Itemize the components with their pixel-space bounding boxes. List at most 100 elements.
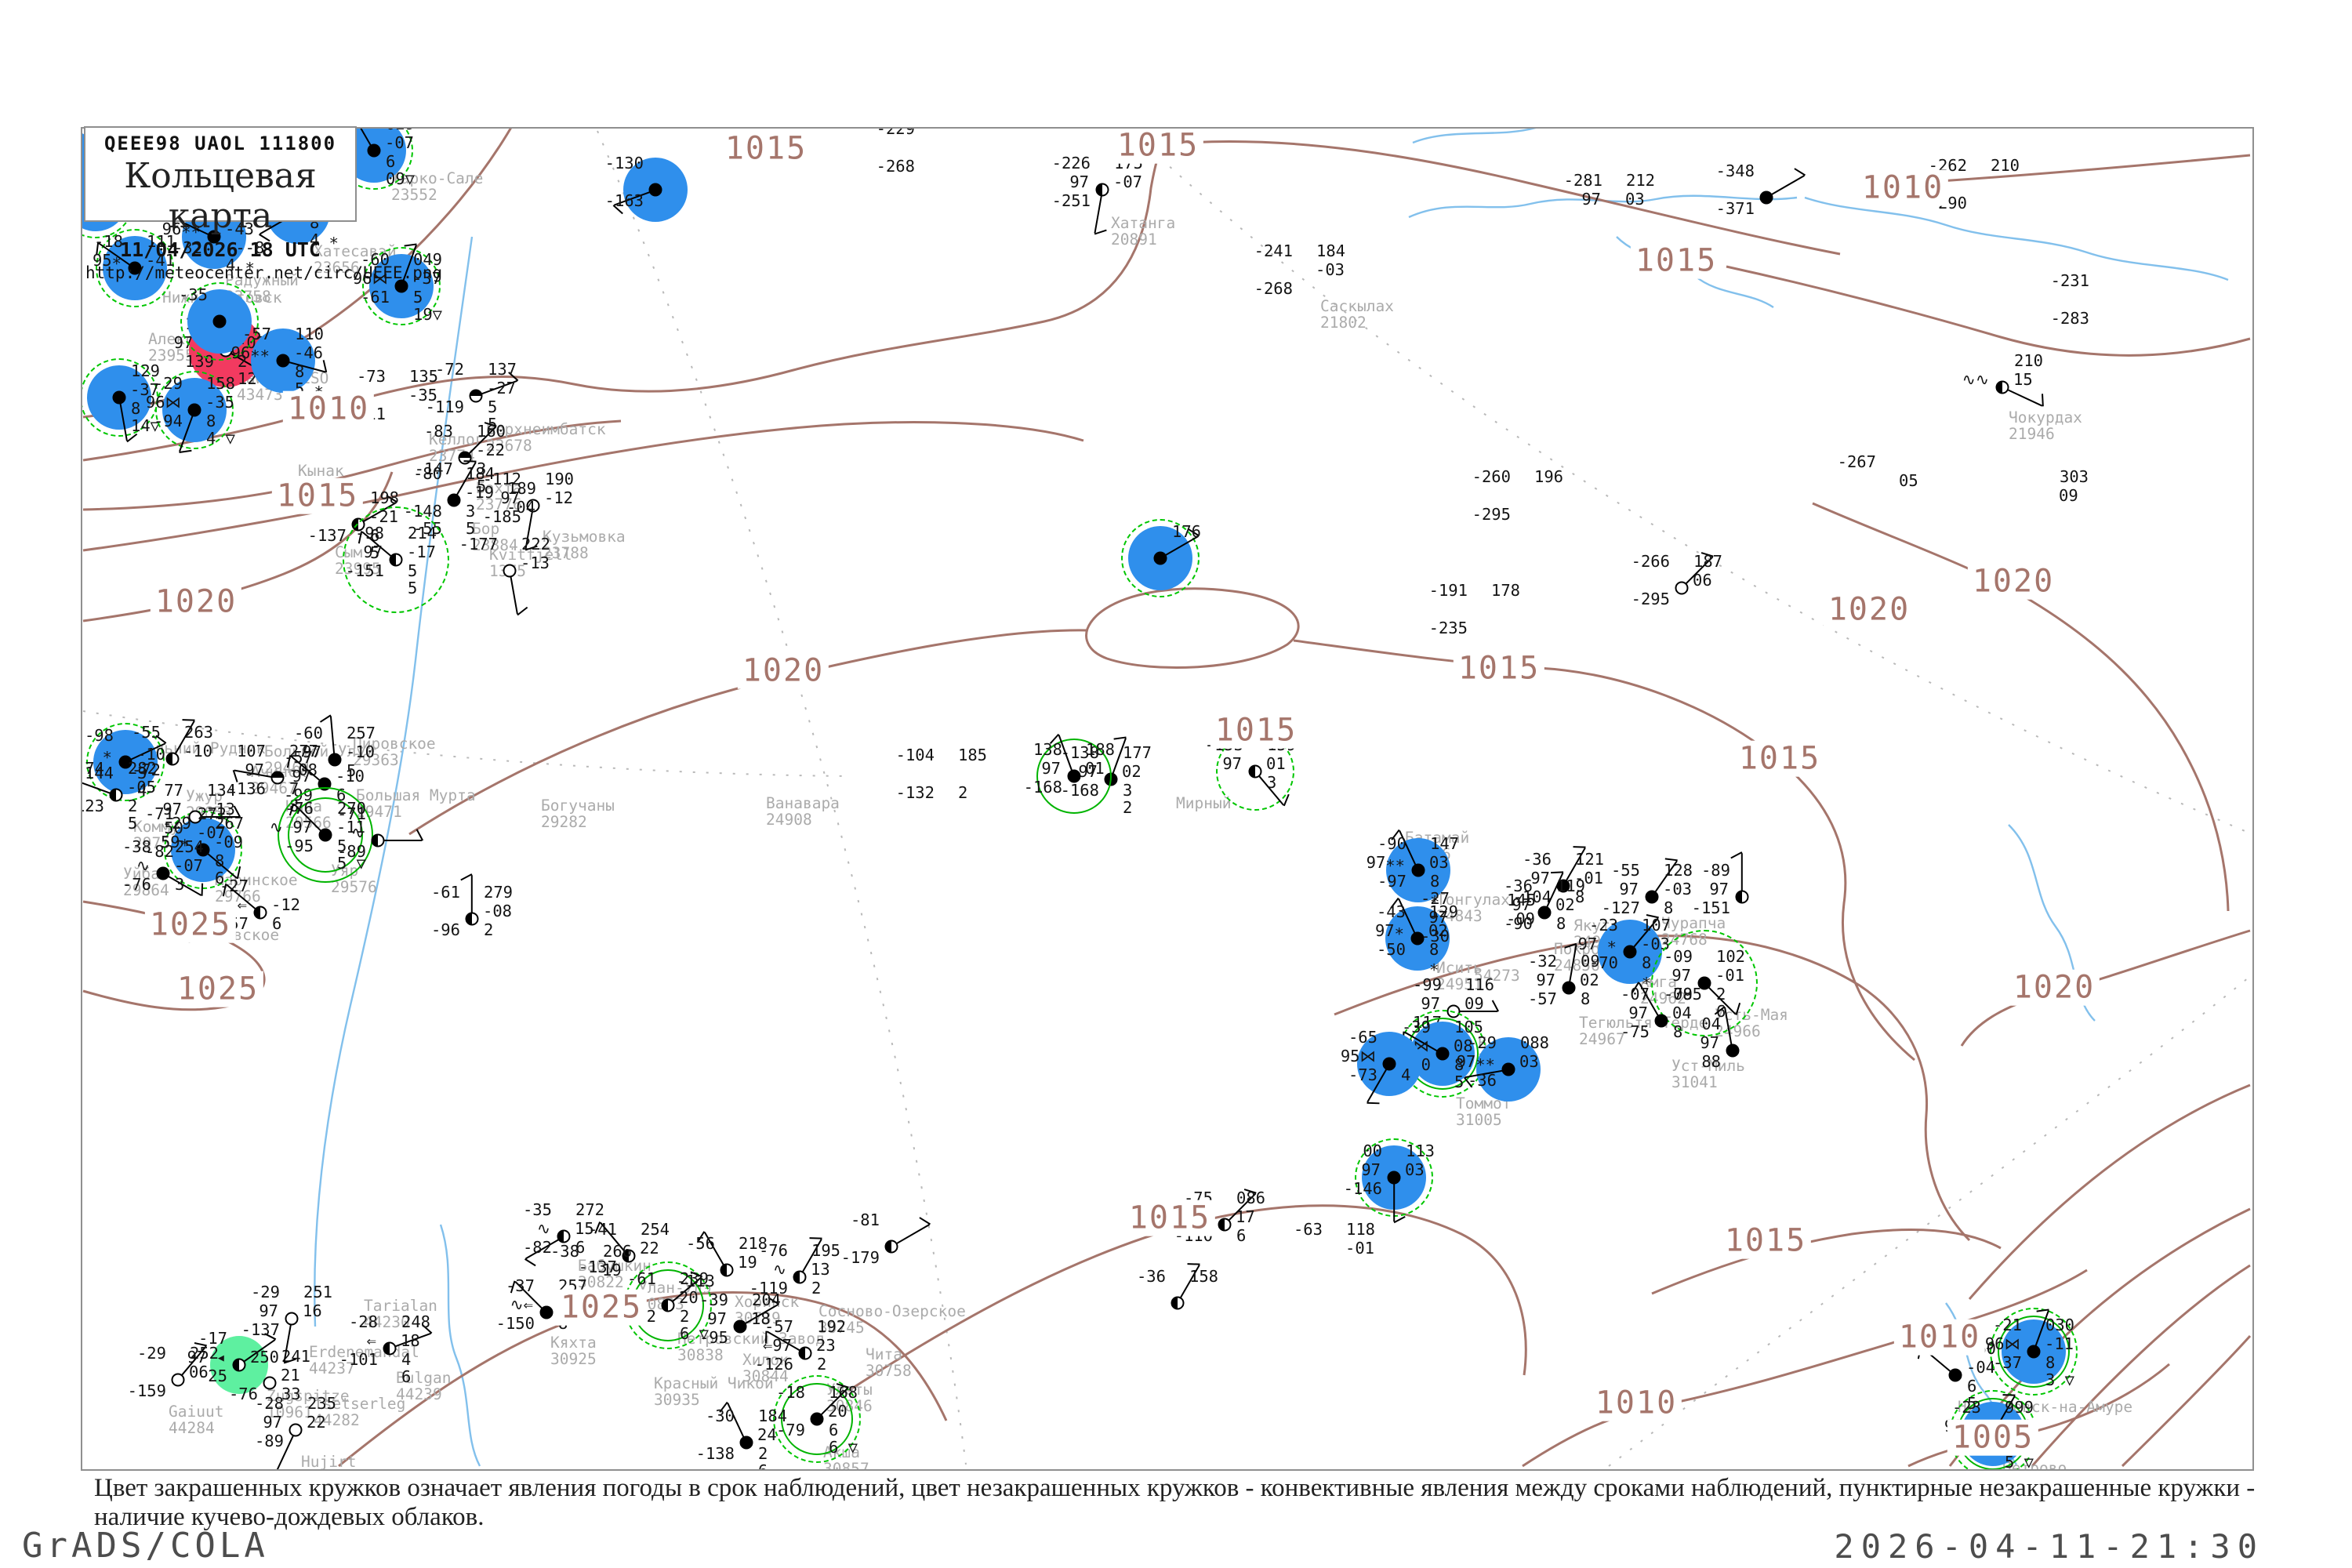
wind-barb-feather (182, 719, 195, 722)
station-value-br: 5 (347, 761, 357, 780)
station-value-b2: ∗ (1429, 957, 1439, 976)
station-value-r: -08 (483, 902, 513, 920)
station-value-br: 8 (1642, 953, 1652, 972)
station-name-label: Gaiuut 44284 (169, 1403, 224, 1437)
station-value-r: 02 (1580, 971, 1599, 989)
station-value-bl: -82 (144, 842, 174, 861)
station-value-tr: 270 (337, 799, 367, 818)
station-value-bl: -119 (749, 1279, 788, 1298)
station-value-r: 20 (828, 1402, 848, 1421)
station-value-br: 6 (575, 1238, 586, 1257)
station-value-br: 7 (289, 779, 299, 798)
station-value-r: -05 (127, 778, 157, 797)
station-name-label: Богучаны 29282 (541, 797, 615, 831)
station-value-tr: 272 (198, 804, 227, 823)
station-value-bl: -30 (1420, 927, 1450, 946)
station-value-b2: 5 (466, 519, 476, 538)
station-value-br: 3 (137, 764, 147, 782)
station-value-r: -07 (385, 133, 415, 152)
station-value-tl: -130 (604, 154, 644, 172)
station-circle-symbol (1248, 764, 1262, 779)
station-value-r: -10 (336, 767, 365, 786)
station-value-r: -10 (183, 742, 213, 760)
station-value-r: 02 (1555, 895, 1575, 914)
station-value-r: 22 (307, 1413, 326, 1432)
station-value-br: 8 (1454, 1055, 1465, 1074)
isobar-label: 1025 (172, 971, 264, 1007)
station-value-l: 97 (1671, 966, 1691, 985)
cb-cloud-ring (362, 247, 441, 325)
station-value-tl: -71 (336, 804, 366, 823)
station-circle-symbol (1735, 890, 1749, 904)
station-value-r: -12 (271, 895, 301, 914)
station-value-tl: -260 (1472, 467, 1511, 486)
station-value-l: 97 (500, 488, 520, 507)
station-value-l: 97 (1536, 971, 1555, 989)
station-value-l: 97 (707, 1309, 727, 1328)
station-value-tr: 102 (1716, 947, 1746, 966)
isobar-label: 1015 (1630, 242, 1722, 279)
station-value-r: 06 (189, 1363, 209, 1381)
station-circle-symbol (557, 1229, 571, 1243)
isobar-label: 1020 (2008, 969, 2100, 1006)
station-value-tl: -71 (144, 804, 174, 823)
cb-cloud-ring (1121, 519, 1200, 597)
isobar-label: 1010 (1590, 1385, 1682, 1421)
station-circle-symbol (112, 390, 126, 405)
station-value-tr: 239 (680, 1269, 710, 1288)
station-value-r: -22 (476, 441, 506, 459)
station-value-l: 97 ∗ (1577, 935, 1617, 953)
station-value-l: 96⋈ (352, 269, 388, 288)
station-name-label: Исить 24951 (1436, 959, 1483, 993)
station-value-tl: -90 (1377, 834, 1406, 853)
station-value-tl: -57 (283, 748, 313, 767)
wind-barb-feather (463, 460, 477, 463)
station-value-br: 3 (1123, 781, 1133, 800)
station-value-b2: 5 ▽ (337, 854, 367, 873)
station-value-tr: 147 (1430, 834, 1460, 853)
station-value-tl: -80 (412, 464, 442, 483)
station-value-bl: -76 (228, 1385, 258, 1403)
station-name-label: Tsetserleg 44282 (314, 1395, 406, 1429)
station-value-bl: -295 (1631, 590, 1670, 608)
station-value-tl: -28 (348, 1312, 378, 1331)
station-value-bl: -113 (676, 1272, 715, 1290)
station-circle-symbol (1995, 380, 2009, 394)
station-value-bl: -57 (1527, 989, 1557, 1008)
legend-caption: Цвет закрашенных кружков означает явлени… (94, 1474, 2256, 1531)
cb-cloud-ring (86, 723, 165, 801)
station-value-b2: 6 (758, 1461, 768, 1471)
station-value-br: 8 (1581, 989, 1591, 1008)
station-value-tr: 187 (1693, 552, 1723, 571)
station-value-tl: -104 (895, 746, 935, 764)
station-value-r: 250 (250, 1348, 280, 1367)
station-value-tl: -43 (1376, 902, 1406, 921)
station-value-bl: -89 (254, 1432, 284, 1450)
station-value-tl: -61 (626, 1269, 656, 1288)
station-value-l: 97 ◂ (187, 1348, 226, 1367)
wind-barb-feather (2002, 1394, 2016, 1397)
station-circle-symbol (2027, 1345, 2041, 1359)
station-value-b2: 5 (1967, 1394, 1977, 1413)
station-value-r: -09 (1506, 909, 1536, 928)
station-value-tr: 204 (752, 1290, 782, 1309)
station-value-b2: 6 (401, 1367, 412, 1386)
station-value-tl: -229 (876, 127, 915, 138)
station-value-tr: 999 (2005, 1398, 2034, 1417)
station-value-tl: -36 (1503, 877, 1533, 895)
station-value-bl: -75 (1620, 1022, 1650, 1041)
station-value-tl: -281 (1563, 171, 1602, 190)
station-value-r: -37 (412, 269, 442, 288)
station-circle-symbol (188, 810, 202, 824)
station-value-r: 01 (1266, 754, 1286, 773)
station-value-br: 8 (1429, 940, 1439, 959)
station-name-label: 54273 (1474, 967, 1520, 985)
station-value-tl: -266 (1631, 552, 1670, 571)
station-value-tr: 266 (603, 1242, 633, 1261)
station-circle-symbol (1067, 769, 1081, 783)
station-circle-symbol (187, 403, 201, 417)
cb-cloud-ring (343, 506, 449, 613)
station-name-label: Большая Мурта 29471 (356, 786, 476, 821)
station-value-b2: 3 ▽ (2045, 1370, 2075, 1389)
